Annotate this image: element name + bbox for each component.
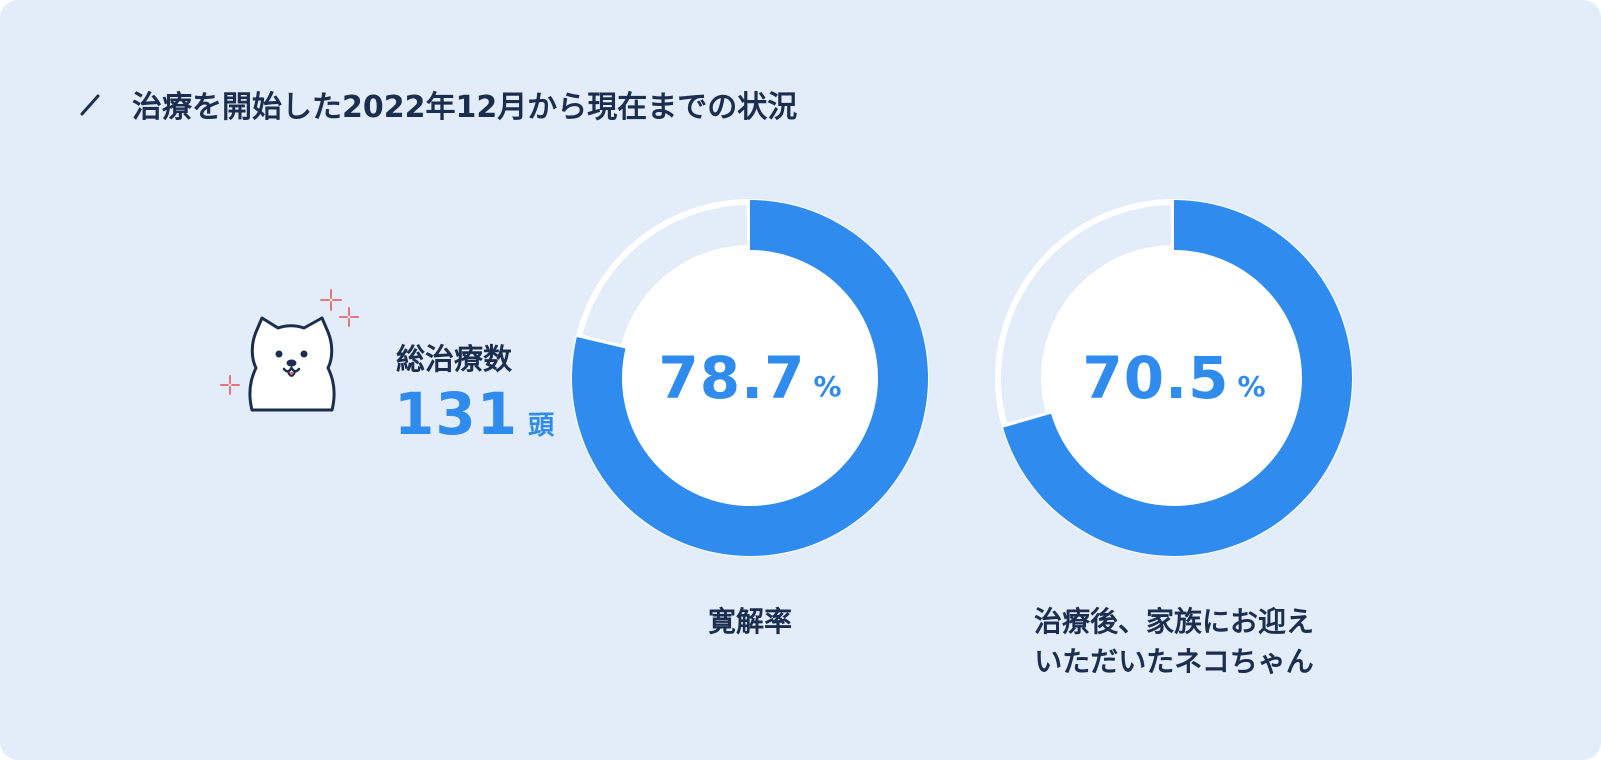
title-row: 治療を開始した2022年12月から現在までの状況	[78, 84, 798, 125]
donut-caption: 治療後、家族にお迎え いただいたネコちゃん	[984, 602, 1364, 682]
donut-chart-adopted: 70.5 %	[992, 196, 1356, 560]
total-value: 131	[394, 380, 519, 448]
percent-value: 78.7	[658, 344, 806, 412]
donut-caption: 寛解率	[560, 602, 940, 642]
donut-svg	[995, 199, 1353, 557]
donut-svg	[571, 199, 929, 557]
total-label: 総治療数	[396, 342, 513, 376]
sparkle-icon	[339, 307, 359, 327]
donut-hole	[1047, 251, 1301, 505]
caption-line: 寛解率	[707, 605, 792, 638]
caption-line: いただいたネコちゃん	[1034, 645, 1314, 678]
caption-line: 治療後、家族にお迎え	[1033, 605, 1314, 638]
donut-chart-remission: 78.7 %	[568, 196, 932, 560]
percent-value: 70.5	[1082, 344, 1230, 412]
percent-unit: %	[813, 369, 842, 403]
page-title: 治療を開始した2022年12月から現在までの状況	[132, 90, 798, 125]
total-row: 131 頭	[394, 380, 554, 448]
sparkle-icon	[320, 289, 342, 311]
donut-center: 78.7 %	[568, 196, 932, 560]
slash-icon	[80, 94, 100, 116]
donut-hole	[623, 251, 877, 505]
percent-unit: %	[1237, 369, 1266, 403]
total-unit: 頭	[528, 411, 555, 441]
sparkle-icon	[220, 375, 240, 395]
cat-icon	[220, 289, 359, 412]
donut-slice-remainder	[1001, 205, 1172, 423]
donut-slice-remainder	[582, 205, 748, 345]
donut-center: 70.5 %	[992, 196, 1356, 560]
